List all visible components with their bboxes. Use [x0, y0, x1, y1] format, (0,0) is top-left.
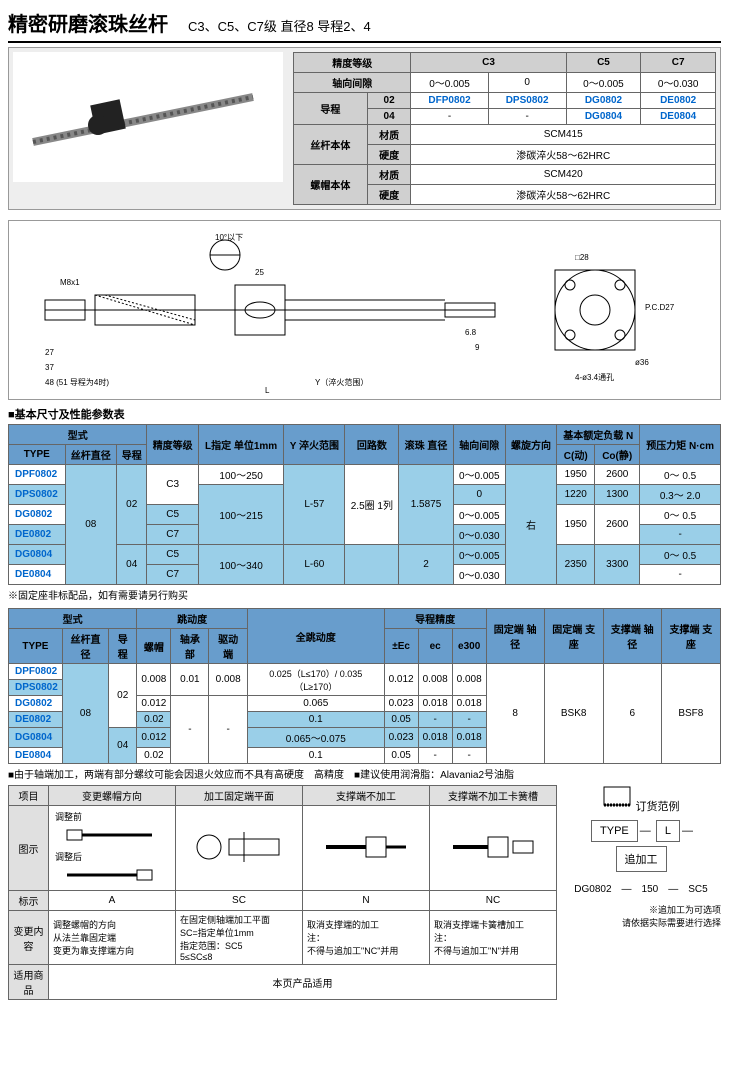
svg-text:M8x1: M8x1 [60, 278, 80, 287]
page-subtitle: C3、C5、C7级 直径8 导程2、4 [188, 16, 371, 35]
svg-text:37: 37 [45, 363, 54, 372]
modification-table: 项目 变更螺帽方向加工固定端平面 支撑端不加工支撑端不加工卡簧槽 图示 调整前 … [8, 785, 557, 1000]
svg-text:P.C.D27: P.C.D27 [645, 303, 675, 312]
page-title: 精密研磨滚珠丝杆 [8, 8, 168, 37]
svg-text:25: 25 [255, 268, 264, 277]
order-example: 订货范例 TYPE— L— 追加工 DG0802 — 150 — SC5 ※追加… [561, 785, 721, 1000]
precision-note: ■由于轴端加工，两端有部分螺纹可能会因退火效应而不具有高硬度 高精度 ■建议使用… [8, 766, 721, 781]
svg-text:ø36: ø36 [635, 358, 649, 367]
svg-text:4-ø3.4通孔: 4-ø3.4通孔 [575, 372, 614, 382]
spec-note: ※固定座非标配品，如有需要请另行购买 [8, 587, 721, 602]
spec-table: 型式 精度等级 L指定 单位1mm Y 淬火范围 回路数 滚珠 直径 轴向间隙 … [8, 424, 721, 585]
technical-drawing: M8x1 27 37 48 (51 导程为4时) 25 Y（淬火范围） L 6.… [8, 220, 721, 400]
svg-text:6.8: 6.8 [465, 328, 477, 337]
spec-section-title: ■基本尺寸及性能参数表 [8, 406, 721, 422]
svg-text:48 (51 导程为4时): 48 (51 导程为4时) [45, 377, 109, 387]
product-photo [13, 52, 283, 182]
svg-text:□28: □28 [575, 253, 589, 262]
precision-table: 型式 跳动度 全跳动度 导程精度 固定端 轴径 固定端 支座 支撑端 轴径 支撑… [8, 608, 721, 764]
grade-table: 精度等级C3C5C7 轴向间隙0～0.00500～0.0050～0.030 导程… [293, 52, 716, 205]
svg-text:10°以下: 10°以下 [215, 233, 243, 242]
svg-text:9: 9 [475, 343, 480, 352]
svg-text:Y（淬火范围）: Y（淬火范围） [315, 377, 368, 387]
svg-text:27: 27 [45, 348, 54, 357]
svg-text:L: L [265, 386, 270, 395]
